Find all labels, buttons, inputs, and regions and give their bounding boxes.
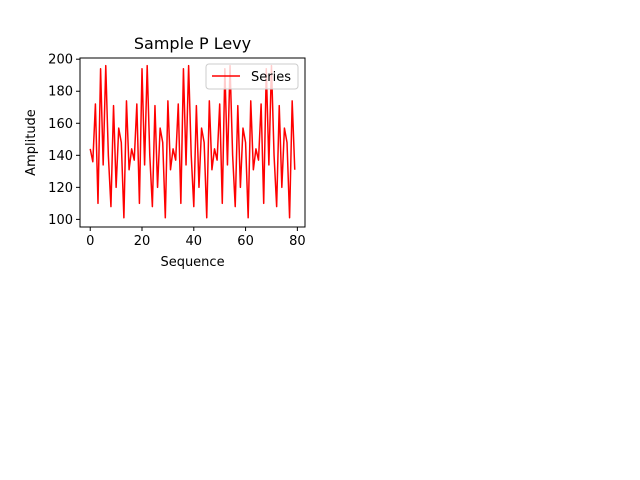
y-tick-label: 140	[48, 149, 73, 164]
x-axis-label: Sequence	[160, 255, 224, 270]
y-tick-label: 180	[48, 85, 73, 100]
legend-label: Series	[251, 70, 291, 85]
x-tick-label: 0	[86, 234, 94, 249]
x-axis-ticks: 0 20 40 60 80	[86, 227, 306, 249]
series-line-0	[89, 64, 296, 219]
chart-title: Sample P Levy	[134, 34, 251, 53]
y-tick-label: 160	[48, 117, 73, 132]
legend: Series	[205, 63, 299, 90]
y-tick-label: 100	[48, 213, 73, 228]
x-tick-label: 80	[289, 234, 306, 249]
y-axis-ticks: 100 120 140 160 180 200	[48, 53, 80, 228]
x-tick-label: 60	[237, 234, 254, 249]
y-tick-label: 200	[48, 53, 73, 68]
y-tick-label: 120	[48, 181, 73, 196]
series-layer	[89, 64, 296, 219]
y-axis-label: Amplitude	[24, 109, 39, 176]
x-tick-label: 20	[134, 234, 151, 249]
x-tick-label: 40	[186, 234, 203, 249]
legend-box	[205, 63, 299, 90]
plot-frame	[79, 57, 306, 228]
